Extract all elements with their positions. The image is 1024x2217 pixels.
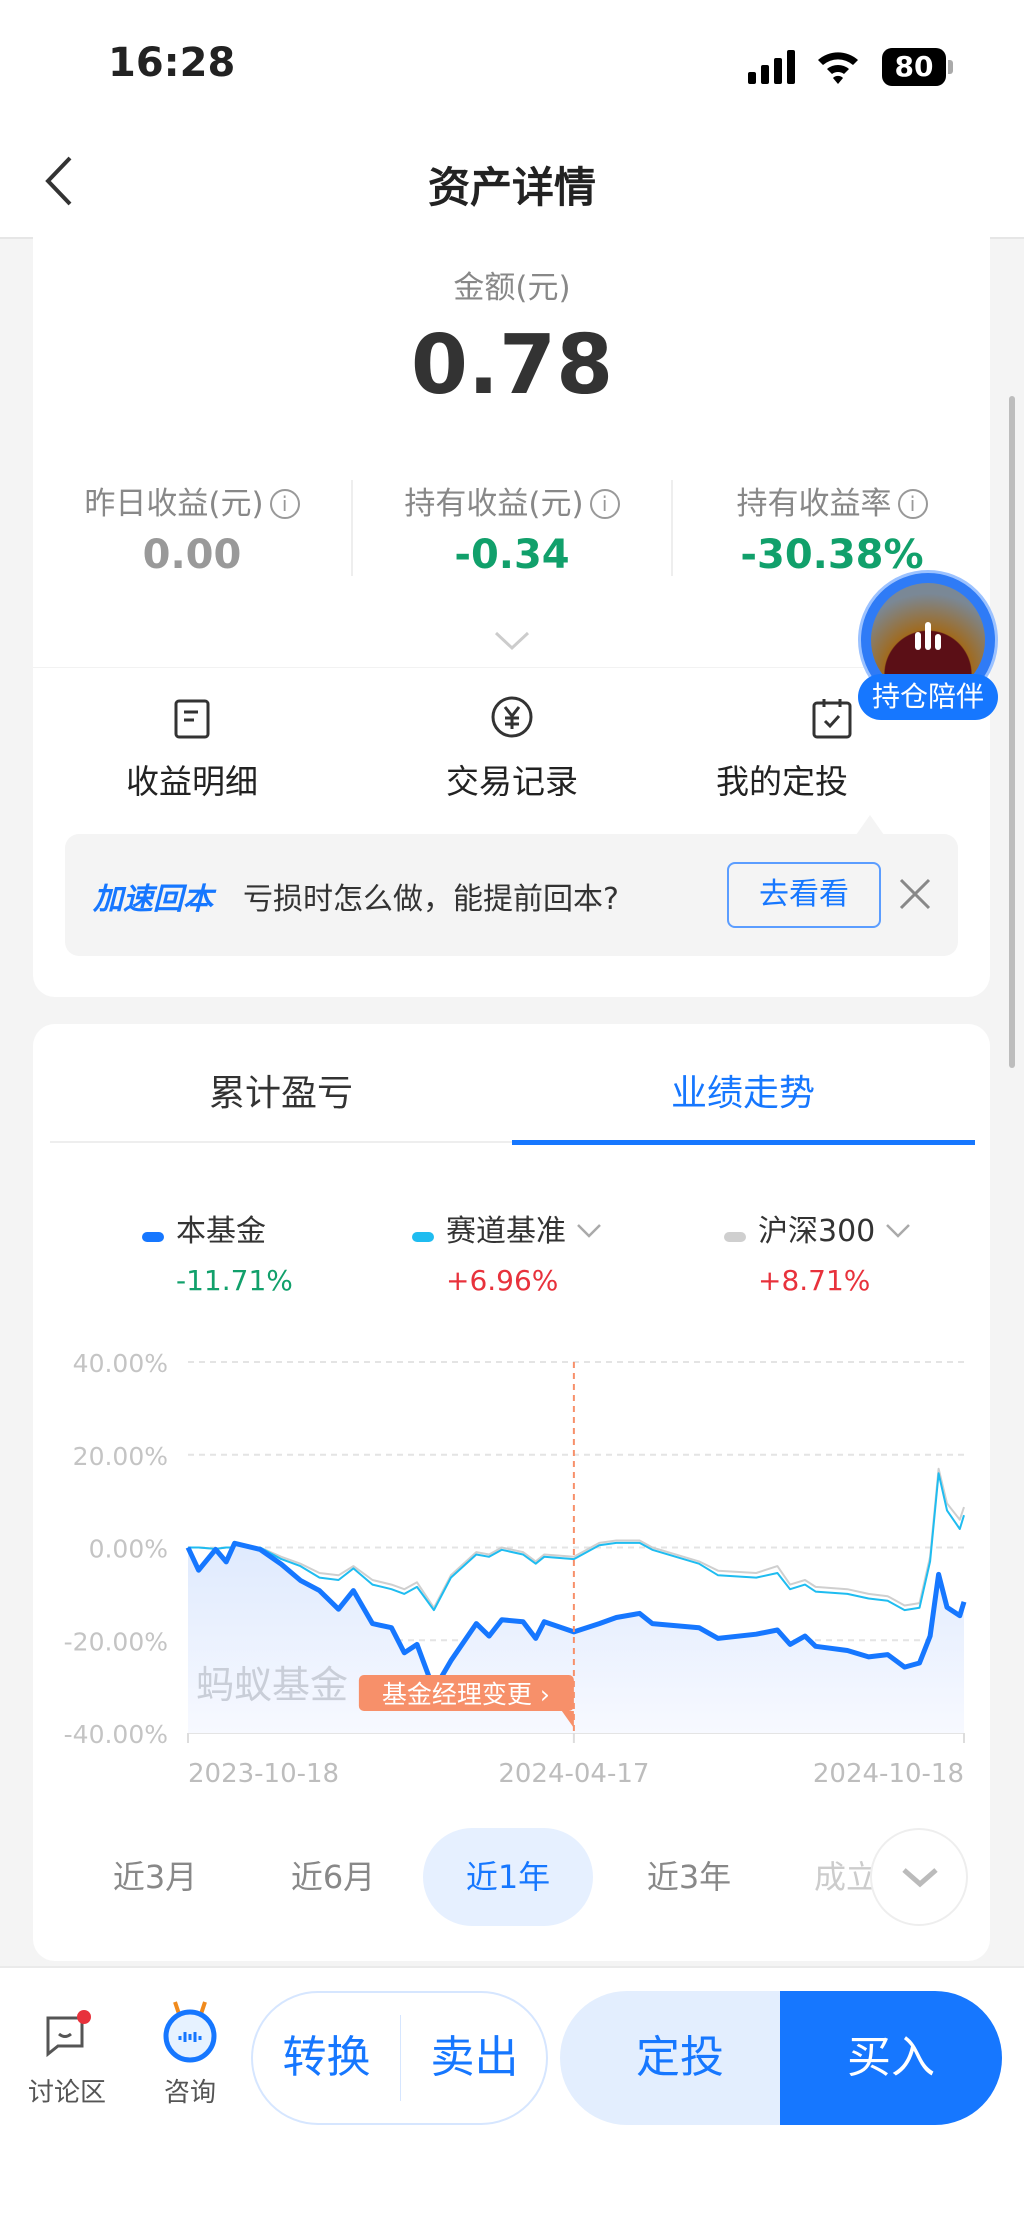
- divider: [33, 667, 990, 668]
- discussion-label: 讨论区: [27, 2078, 106, 2108]
- consult-label: 咨询: [163, 2078, 216, 2108]
- action-label: 交易记录: [446, 762, 578, 801]
- legend-swatch: [142, 1231, 164, 1242]
- info-icon[interactable]: i: [897, 489, 928, 519]
- calendar-check-icon: [812, 699, 852, 739]
- chevron-down-icon[interactable]: [883, 1221, 913, 1241]
- banner-tag: 加速回本: [93, 882, 213, 917]
- manager-change-label: 基金经理变更 ›: [382, 1680, 550, 1709]
- tab-performance-trend[interactable]: 业绩走势: [670, 1073, 815, 1114]
- legend-name: 赛道基准: [446, 1214, 566, 1249]
- battery-tip: [948, 60, 953, 74]
- x-tick-label: 2024-04-17: [498, 1759, 649, 1789]
- legend-swatch: [724, 1231, 746, 1242]
- yesterday-profit-value: 0.00: [142, 532, 242, 578]
- range-6m[interactable]: 近6月: [290, 1858, 376, 1896]
- battery-level: 80: [894, 50, 934, 83]
- holding-profit-value: -0.34: [454, 532, 570, 578]
- action-profit-detail[interactable]: 收益明细: [42, 695, 342, 805]
- tag-pointer: [561, 1711, 574, 1728]
- action-trade-records[interactable]: 交易记录: [362, 695, 662, 805]
- amount-label: 金额(元): [453, 270, 571, 306]
- wifi-icon: [818, 52, 858, 84]
- action-label: 收益明细: [126, 762, 258, 801]
- holding-rate-label[interactable]: 持有收益率 i: [672, 478, 992, 523]
- action-my-auto-invest[interactable]: 我的定投: [682, 695, 982, 805]
- legend-name: 沪深300: [758, 1214, 876, 1249]
- legend-fund[interactable]: 本基金 -11.71%: [142, 1206, 293, 1297]
- recovery-banner[interactable]: 加速回本 亏损时怎么做，能提前回本? 去看看: [65, 834, 958, 956]
- nav-bar: 资产详情: [0, 120, 1024, 239]
- range-1y[interactable]: 近1年: [423, 1828, 593, 1926]
- holding-profit-label[interactable]: 持有收益(元) i: [352, 478, 672, 523]
- battery-icon: 80: [882, 48, 946, 86]
- y-tick-label: 0.00%: [89, 1535, 168, 1564]
- x-tick-label: 2023-10-18: [188, 1759, 339, 1789]
- buy-button[interactable]: 买入: [780, 1991, 1002, 2125]
- tab-cumulative-pnl[interactable]: 累计盈亏: [208, 1073, 353, 1114]
- performance-chart[interactable]: 40.00% 20.00% 0.00% -20.00% -40.00% 蚂蚁基金 基金经…: [0, 1330, 1024, 1800]
- info-icon[interactable]: i: [589, 489, 620, 519]
- auto-invest-button[interactable]: 定投: [560, 1991, 800, 2125]
- legend-swatch: [412, 1231, 434, 1242]
- go-see-button[interactable]: 去看看: [727, 862, 881, 928]
- assistant-icon: [163, 2001, 217, 2063]
- status-bar: 16:28 80: [0, 0, 1024, 120]
- more-ranges-button[interactable]: [870, 1828, 968, 1926]
- y-tick-label: 20.00%: [73, 1442, 168, 1471]
- document-icon: [174, 699, 210, 739]
- expand-chevron-icon[interactable]: [494, 630, 530, 652]
- legend-csi300[interactable]: 沪深300 +8.71%: [724, 1206, 913, 1297]
- consult-button[interactable]: 咨询: [145, 2000, 235, 2110]
- banner-text: 亏损时怎么做，能提前回本?: [243, 882, 619, 917]
- legend-value: +8.71%: [758, 1264, 871, 1297]
- legend-value: +6.96%: [446, 1264, 559, 1297]
- x-tick-label: 2024-10-18: [813, 1759, 964, 1789]
- y-tick-label: 40.00%: [73, 1349, 168, 1378]
- convert-button[interactable]: 转换: [282, 2032, 371, 2083]
- chevron-down-icon: [902, 1868, 938, 1888]
- discussion-button[interactable]: 讨论区: [20, 2010, 110, 2110]
- chevron-left-icon[interactable]: [40, 154, 80, 208]
- yesterday-profit-label[interactable]: 昨日收益(元) i: [32, 478, 352, 523]
- label-text: 昨日收益(元): [84, 486, 264, 522]
- legend-value: -11.71%: [176, 1264, 293, 1297]
- range-3m[interactable]: 近3月: [112, 1858, 198, 1896]
- chart-watermark: 蚂蚁基金: [196, 1663, 348, 1707]
- action-label: 我的定投: [716, 762, 848, 801]
- legend-track-benchmark[interactable]: 赛道基准 +6.96%: [412, 1206, 604, 1297]
- tab-active-indicator: [512, 1140, 975, 1145]
- signal-icon: [748, 50, 795, 84]
- label-text: 持有收益(元): [404, 486, 584, 522]
- scrollbar[interactable]: [1009, 396, 1015, 1068]
- chevron-down-icon[interactable]: [574, 1221, 604, 1241]
- sell-button[interactable]: 卖出: [430, 2032, 519, 2083]
- convert-sell-group: 转换 卖出: [251, 1991, 548, 2125]
- divider: [671, 480, 673, 576]
- bar-chart-icon: [915, 622, 941, 650]
- series-line-赛道基准: [188, 1472, 965, 1612]
- chat-bubble-icon: [46, 2010, 91, 2058]
- info-icon[interactable]: i: [269, 489, 300, 519]
- holding-rate-value: -30.38%: [740, 532, 924, 578]
- legend-name: 本基金: [176, 1214, 266, 1249]
- banner-pointer: [856, 815, 884, 835]
- series-line-本基金: [185, 1540, 967, 1693]
- y-tick-label: -20.00%: [64, 1627, 168, 1656]
- range-3y[interactable]: 近3年: [646, 1858, 732, 1896]
- performance-card: [33, 1024, 990, 1961]
- label-text: 持有收益率: [736, 486, 892, 522]
- yuan-circle-icon: [491, 696, 533, 738]
- series-line-沪深300: [188, 1467, 965, 1609]
- divider: [400, 2015, 401, 2101]
- close-icon[interactable]: [897, 876, 933, 912]
- amount-value: 0.78: [410, 318, 614, 413]
- page-title: 资产详情: [427, 163, 596, 212]
- holding-companion-label[interactable]: 持仓陪伴: [858, 674, 998, 720]
- y-tick-label: -40.00%: [64, 1720, 168, 1749]
- range-since-inception[interactable]: 成立: [814, 1858, 879, 1896]
- status-time: 16:28: [108, 40, 236, 86]
- divider: [351, 480, 353, 576]
- manager-change-tag[interactable]: [358, 1675, 574, 1711]
